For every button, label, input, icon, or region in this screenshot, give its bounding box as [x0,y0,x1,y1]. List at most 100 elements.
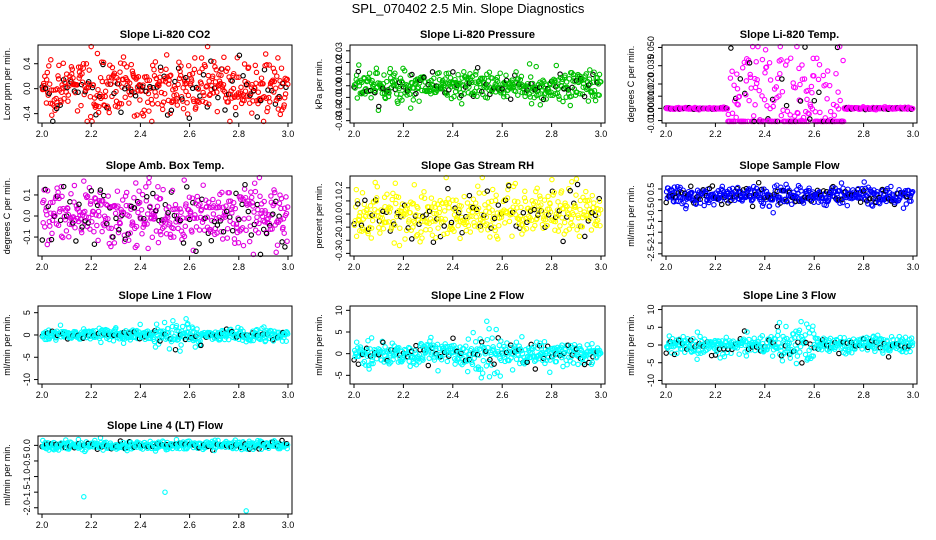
data-point [796,327,803,334]
data-point [729,68,735,75]
y-tick-label: 0.5 [646,183,656,196]
data-point [734,71,740,77]
data-point [87,81,93,87]
data-point [352,217,359,224]
y-tick-label: 0 [646,197,656,202]
data-point [278,205,284,212]
data-point [447,75,454,81]
data-point [265,215,271,222]
data-point [186,71,193,78]
data-point [352,85,358,91]
data-point [50,199,56,206]
data-point [219,66,225,72]
data-point [364,206,370,212]
highlight-point [270,211,276,217]
data-point [261,324,267,330]
data-point [416,98,422,104]
highlight-point [413,90,419,97]
data-point [284,204,291,210]
data-point [392,222,398,228]
panel-title: Slope Li-820 Temp. [740,29,839,41]
data-point [458,89,464,96]
data-point [172,336,178,343]
data-point [783,118,789,125]
y-tick-label: 0.03 [334,42,344,60]
data-point [230,221,237,227]
data-point [191,66,198,73]
data-point [353,339,360,345]
data-point [436,70,442,76]
data-point [110,338,117,344]
data-point [578,347,585,354]
data-point [468,346,475,352]
data-point [589,93,596,99]
data-point [354,95,361,101]
data-point [394,347,401,354]
data-point [805,355,811,362]
data-point [368,335,375,341]
data-point [419,235,425,241]
data-point [806,185,812,191]
data-point [582,197,588,204]
data-point [362,213,369,220]
data-point [806,111,812,117]
data-series [663,43,916,125]
data-point [174,102,181,108]
data-point [794,353,801,359]
data-point [485,199,492,206]
data-point [840,118,847,125]
data-point [534,185,540,192]
data-point [831,112,838,119]
data-point [98,339,104,346]
data-point [754,76,760,83]
data-point [193,224,200,230]
data-point [84,193,91,200]
highlight-point [263,230,270,237]
data-point [171,234,177,240]
x-tick-label: 2.6 [808,129,821,139]
data-point [182,223,189,230]
data-point [203,203,210,210]
data-point [246,215,252,221]
data-point [94,222,100,229]
data-point [374,184,381,190]
data-point [181,233,188,240]
data-point [731,82,737,89]
data-point [490,346,497,352]
data-point [761,96,768,103]
data-point [557,223,563,229]
data-point [196,227,203,233]
data-point [820,195,826,202]
data-point [476,190,482,196]
highlight-point [755,179,762,186]
data-point [411,182,418,188]
data-point [379,215,386,222]
data-point [213,204,219,211]
data-point [406,219,412,225]
highlight-point [430,239,437,245]
data-point [126,213,132,219]
data-point [383,78,390,85]
data-point [472,339,479,345]
data-point [907,348,913,355]
data-point [517,76,524,83]
data-point [407,209,414,216]
x-tick-label: 2.4 [759,129,772,139]
highlight-point [567,188,573,194]
highlight-point [450,335,456,341]
data-point [522,198,529,205]
data-point [179,98,186,104]
data-point [759,333,766,339]
data-point [576,233,583,240]
data-point [697,200,704,206]
y-tick-label: -0.1 [22,229,32,245]
data-point [276,200,283,207]
data-point [55,73,61,79]
data-point [239,225,246,231]
data-point [275,55,281,61]
y-tick-label: 0.035 [646,54,656,77]
data-point [254,326,260,333]
data-point [406,217,412,223]
data-point [746,97,752,104]
data-point [519,334,525,340]
